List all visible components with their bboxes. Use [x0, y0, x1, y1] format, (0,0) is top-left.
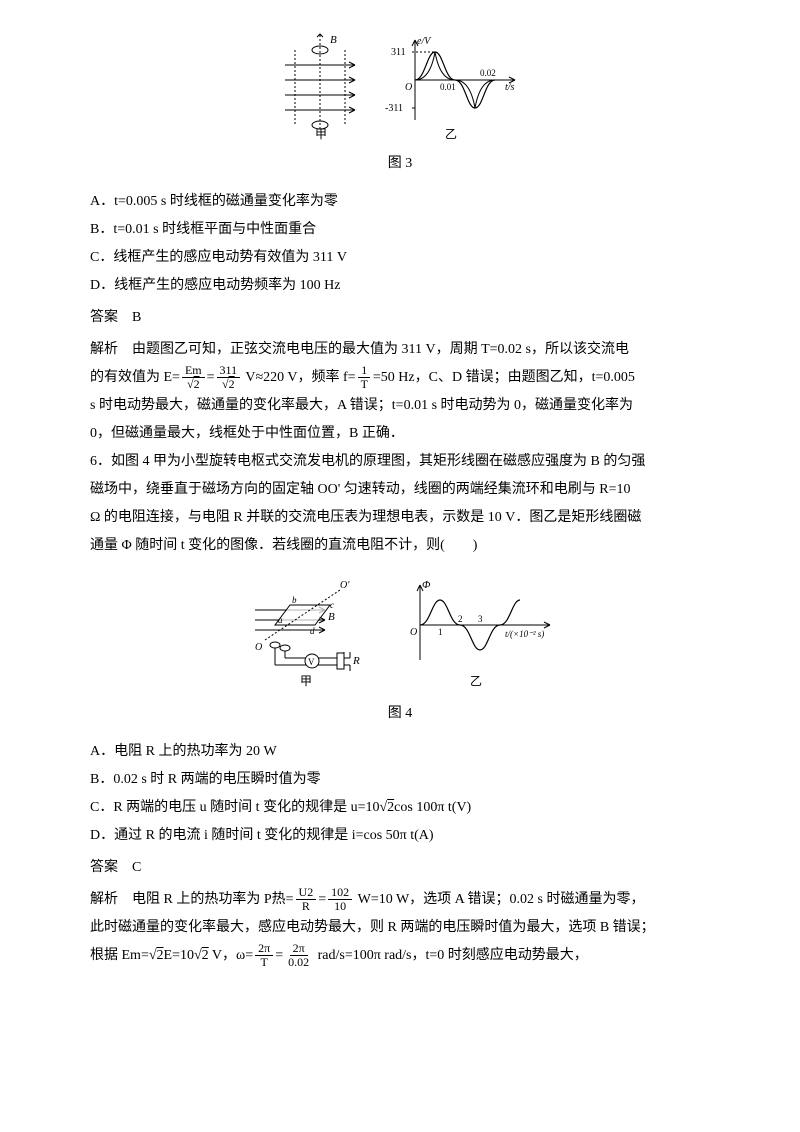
q5-expl-l2c: V≈220 V，频率 f= — [242, 370, 355, 385]
q5-expl-l2b: = — [207, 370, 215, 385]
generator-diagram: a b c d B O' O V R 甲 — [240, 570, 380, 690]
field-b-label: B — [330, 34, 337, 46]
q6-answer: 答案 C — [90, 854, 710, 882]
q6-stem-l4: 通量 Φ 随时间 t 变化的图像．若线圈的直流电阻不计，则( ) — [90, 532, 710, 560]
fp2d: 10 — [331, 900, 349, 913]
q6-expl-l3d: = — [275, 948, 283, 963]
fig3-left-label: 甲 — [315, 127, 327, 140]
frac3-num: 1 — [358, 364, 370, 378]
ylabel: e/V — [417, 36, 432, 47]
fw1d: T — [258, 956, 271, 969]
q5-option-b: B．t=0.01 s 时线框平面与中性面重合 — [90, 216, 710, 244]
xtick2: 2 — [458, 614, 463, 624]
fig4-left-label: 甲 — [300, 674, 312, 688]
fw2n: 2π — [290, 942, 308, 956]
q5-expl-l2a: 的有效值为 E= — [90, 370, 180, 385]
figure4-block: a b c d B O' O V R 甲 O Φ 1 2 3 t/(×10⁻² … — [90, 570, 710, 690]
letter-b: b — [292, 595, 297, 605]
q5-option-c: C．线框产生的感应电动势有效值为 311 V — [90, 244, 710, 272]
letter-d: d — [310, 626, 315, 636]
q6-optc-b: cos 100π t(V) — [394, 800, 471, 815]
frac-102-10: 10210 — [328, 886, 352, 913]
frac-2pi-002: 2π0.02 — [285, 942, 312, 969]
frac-311-sqrt2: 311√2 — [217, 364, 241, 391]
oprime-label: O' — [340, 580, 350, 591]
xtick3: 3 — [478, 614, 483, 624]
xtick1: 1 — [438, 627, 443, 637]
q6-expl-l3b: E=10 — [164, 948, 194, 963]
flux-origin: O — [410, 627, 417, 638]
q6-option-b: B．0.02 s 时 R 两端的电压瞬时值为零 — [90, 766, 710, 794]
fp1d: R — [299, 900, 313, 913]
q6-option-a: A．电阻 R 上的热功率为 20 W — [90, 738, 710, 766]
o-label: O — [255, 642, 262, 653]
q6-explanation-l1: 解析 电阻 R 上的热功率为 P热=U2R=10210 W=10 W，选项 A … — [90, 886, 710, 914]
ymin-label: -311 — [385, 103, 403, 114]
sqrt2-e2: 2 — [202, 948, 209, 963]
q5-answer: 答案 B — [90, 304, 710, 332]
q6-expl-l1c: W=10 W，选项 A 错误；0.02 s 时磁通量为零， — [354, 892, 644, 907]
fw2d: 0.02 — [285, 956, 312, 969]
xmid-label: 0.01 — [440, 82, 456, 92]
q6-expl-l3c: V，ω= — [209, 948, 253, 963]
q6-option-c: C．R 两端的电压 u 随时间 t 变化的规律是 u=10√2cos 100π … — [90, 794, 710, 822]
q5-expl-line4: 0，但磁通量最大，线框处于中性面位置，B 正确． — [90, 420, 710, 448]
q6-expl-l1a: 电阻 R 上的热功率为 P热= — [132, 892, 294, 907]
q5-expl-line2: 的有效值为 E=Em√2=311√2 V≈220 V，频率 f=1T=50 Hz… — [90, 364, 710, 392]
letter-a: a — [278, 615, 283, 625]
sqrt2-e1: 2 — [157, 948, 164, 963]
q6-expl-l3e: rad/s=100π rad/s，t=0 时刻感应电动势最大， — [314, 948, 588, 963]
q6-stem-l1: 6．如图 4 甲为小型旋转电枢式交流发电机的原理图，其矩形线圈在磁感应强度为 B… — [90, 448, 710, 476]
q5-expl-l2d: =50 Hz，C、D 错误；由题图乙知，t=0.005 — [373, 370, 635, 385]
q6-option-d: D．通过 R 的电流 i 随时间 t 变化的规律是 i=cos 50π t(A) — [90, 822, 710, 850]
voltmeter-label: V — [308, 657, 315, 667]
flux-graph: O Φ 1 2 3 t/(×10⁻² s) 乙 — [400, 570, 560, 690]
figure3-caption: 图 3 — [90, 150, 710, 178]
figure3-block: B 甲 311 -311 O e/V 0.01 0.02 t/s 乙 — [90, 30, 710, 140]
fig4-right-label: 乙 — [470, 674, 482, 688]
origin-label: O — [405, 82, 412, 93]
q6-expl-l3a: 根据 Em= — [90, 948, 149, 963]
q5-option-a: A．t=0.005 s 时线框的磁通量变化率为零 — [90, 188, 710, 216]
frac-u2-r: U2R — [296, 886, 317, 913]
resistor-label: R — [352, 655, 360, 667]
q6-stem-l2: 磁场中，绕垂直于磁场方向的固定轴 OO' 匀速转动，线圈的两端经集流环和电刷与 … — [90, 476, 710, 504]
b-label: B — [328, 611, 335, 623]
q6-expl-lbl: 解析 — [90, 892, 118, 907]
flux-ylabel: Φ — [422, 579, 431, 591]
fw1n: 2π — [255, 942, 273, 956]
q6-explanation-l3: 根据 Em=√2E=10√2 V，ω=2πT=2π0.02 rad/s=100π… — [90, 942, 710, 970]
frac1-den: √2 — [184, 378, 203, 391]
ymax-label: 311 — [391, 47, 406, 58]
flux-xlabel: t/(×10⁻² s) — [505, 629, 544, 639]
q5-expl-l1a: 由题图乙可知，正弦交流电电压的最大值为 311 V，周期 T=0.02 s，所以… — [132, 342, 629, 357]
q6-explanation-l2: 此时磁通量的变化率最大，感应电动势最大，则 R 两端的电压瞬时值为最大，选项 B… — [90, 914, 710, 942]
frac3-den: T — [358, 378, 371, 391]
fp1n: U2 — [296, 886, 317, 900]
letter-c: c — [330, 600, 334, 610]
sine-graph-q5: 311 -311 O e/V 0.01 0.02 t/s 乙 — [385, 30, 525, 140]
q6-stem-l3: Ω 的电阻连接，与电阻 R 并联的交流电压表为理想电表，示数是 10 V．图乙是… — [90, 504, 710, 532]
frac-em-sqrt2: Em√2 — [182, 364, 205, 391]
q6-expl-l1b: = — [318, 892, 326, 907]
xmax-label: 0.02 — [480, 68, 496, 78]
xlabel: t/s — [505, 82, 515, 93]
frac-1-T: 1T — [358, 364, 371, 391]
q5-explanation: 解析 由题图乙可知，正弦交流电电压的最大值为 311 V，周期 T=0.02 s… — [90, 336, 710, 364]
frac-2pi-T: 2πT — [255, 942, 273, 969]
q5-option-d: D．线框产生的感应电动势频率为 100 Hz — [90, 272, 710, 300]
fig3-right-label: 乙 — [445, 127, 457, 140]
fp2n: 102 — [328, 886, 352, 900]
coil-diagram: B 甲 — [275, 30, 365, 140]
q5-expl-line3: s 时电动势最大，磁通量的变化率最大，A 错误；t=0.01 s 时电动势为 0… — [90, 392, 710, 420]
frac2-den: √2 — [219, 378, 238, 391]
expl-label: 解析 — [90, 342, 118, 357]
q6-optc-a: C．R 两端的电压 u 随时间 t 变化的规律是 u=10 — [90, 800, 379, 815]
figure4-caption: 图 4 — [90, 700, 710, 728]
